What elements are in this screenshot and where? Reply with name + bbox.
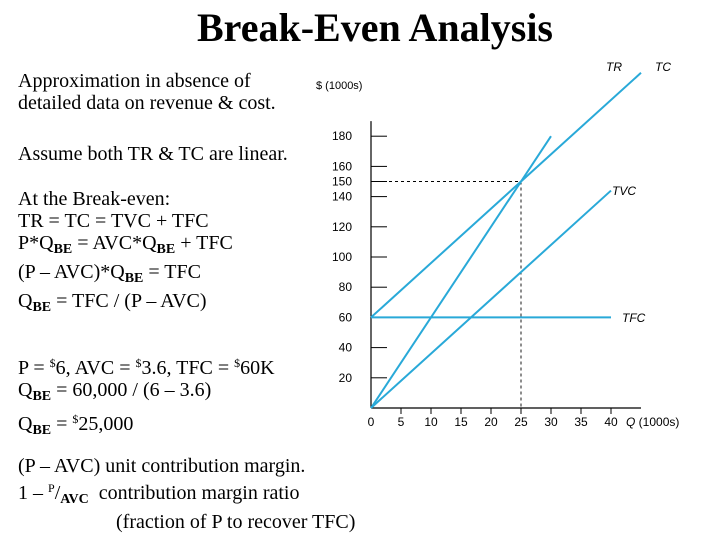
breakeven-heading: At the Break-even:	[18, 188, 171, 210]
eq2-part-c: = AVC*Q	[72, 232, 157, 254]
ex1-c: 6, AVC =	[55, 357, 136, 379]
ex1-g: 60K	[240, 357, 275, 379]
eq3-part-c: = TFC	[143, 261, 201, 283]
intro-line-1: Approximation in absence of	[18, 70, 251, 92]
x-axis-title-q: Q	[626, 415, 635, 429]
x-tick-label: 25	[514, 415, 528, 429]
x-tick-label: 20	[484, 415, 498, 429]
y-tick-label: 120	[332, 220, 352, 234]
tc-line	[370, 72, 642, 319]
y-tick-label: 100	[332, 250, 352, 264]
ex1-e: 3.6, TFC =	[141, 357, 235, 379]
margin-line-2: 1 – P/AVC contribution margin ratio	[18, 477, 355, 511]
tr-label: TR	[606, 60, 622, 74]
eq4-part-c: = TFC / (P – AVC)	[51, 290, 207, 312]
x-axis-title-units: (1000s)	[635, 415, 679, 429]
example-line-2: QBE = 60,000 / (6 – 3.6)	[18, 379, 275, 408]
m2-avc: AVC	[60, 492, 89, 507]
eq2-part-a: P*Q	[18, 232, 54, 254]
margin-line-1: (P – AVC) unit contribution margin.	[18, 455, 306, 477]
y-tick-label: 20	[339, 371, 353, 385]
y-tick-label: 40	[339, 341, 353, 355]
y-tick-label: 150	[332, 175, 352, 189]
margin-line-3: (fraction of P to recover TFC)	[116, 511, 356, 533]
ex3-e: 25,000	[78, 413, 134, 435]
assumption-line: Assume both TR & TC are linear.	[18, 143, 288, 165]
assumption-text: Assume both TR & TC are linear.	[18, 143, 288, 165]
x-tick-label: 30	[544, 415, 558, 429]
y-tick-label: 180	[332, 129, 352, 143]
ex1-dollar-2: $	[135, 356, 142, 370]
eq4-part-a: Q	[18, 290, 33, 312]
intro-line-2: detailed data on revenue & cost.	[18, 92, 276, 114]
ex3-c: =	[51, 413, 73, 435]
eq2-subscript-2: BE	[156, 242, 176, 257]
equation-1: TR = TC = TVC + TFC	[18, 210, 209, 232]
equation-2: P*QBE = AVC*QBE + TFC	[18, 232, 233, 261]
eq2-subscript-1: BE	[53, 242, 73, 257]
equation-3: (P – AVC)*QBE = TFC	[18, 261, 233, 290]
example-line-3: QBE = $25,000	[18, 408, 275, 442]
tc-label: TC	[655, 60, 671, 74]
tr-line	[370, 135, 552, 409]
x-tick-label: 5	[398, 415, 405, 429]
x-tick-label: 40	[604, 415, 618, 429]
ex2-subscript: BE	[32, 389, 52, 404]
eq3-subscript: BE	[124, 271, 144, 286]
ex2-a: Q	[18, 379, 33, 401]
y-tick-label: 60	[339, 310, 353, 324]
example-calculation: P = $6, AVC = $3.6, TFC = $60K QBE = 60,…	[18, 352, 275, 442]
tfc-label: TFC	[622, 311, 646, 325]
ex1-dollar-3: $	[234, 356, 241, 370]
m2-a: 1 –	[18, 482, 48, 504]
y-tick-label: 80	[339, 280, 353, 294]
intro-text: Approximation in absence of detailed dat…	[18, 70, 276, 114]
ex3-dollar: $	[72, 412, 79, 426]
ex3-a: Q	[18, 413, 33, 435]
ex1-a: P =	[18, 357, 50, 379]
breakeven-equations: At the Break-even: TR = TC = TVC + TFC P…	[18, 188, 233, 319]
x-tick-label: 35	[574, 415, 588, 429]
y-tick-label: 140	[332, 190, 352, 204]
page-title: Break-Even Analysis	[197, 5, 553, 50]
m2-slash: /	[54, 482, 61, 504]
ex3-subscript: BE	[32, 423, 52, 438]
y-tick-label: 160	[332, 159, 352, 173]
x-tick-label: 15	[454, 415, 468, 429]
y-axis-title: $ (1000s)	[316, 80, 362, 92]
equation-4: QBE = TFC / (P – AVC)	[18, 290, 233, 319]
m2-p: P	[48, 481, 55, 495]
tvc-label: TVC	[612, 184, 636, 198]
tvc-line	[370, 189, 612, 409]
eq3-part-a: (P – AVC)*Q	[18, 261, 125, 283]
x-axis-title: Q (1000s)	[626, 415, 679, 429]
ex2-c: = 60,000 / (6 – 3.6)	[51, 379, 212, 401]
x-tick-label: 0	[368, 415, 375, 429]
eq2-part-e: + TFC	[175, 232, 233, 254]
contribution-margin-text: (P – AVC) unit contribution margin. 1 – …	[18, 455, 355, 533]
ex1-dollar-1: $	[49, 356, 56, 370]
eq4-subscript: BE	[32, 300, 52, 315]
x-tick-label: 10	[424, 415, 438, 429]
m2-e: contribution margin ratio	[88, 482, 300, 504]
example-line-1: P = $6, AVC = $3.6, TFC = $60K	[18, 352, 275, 379]
